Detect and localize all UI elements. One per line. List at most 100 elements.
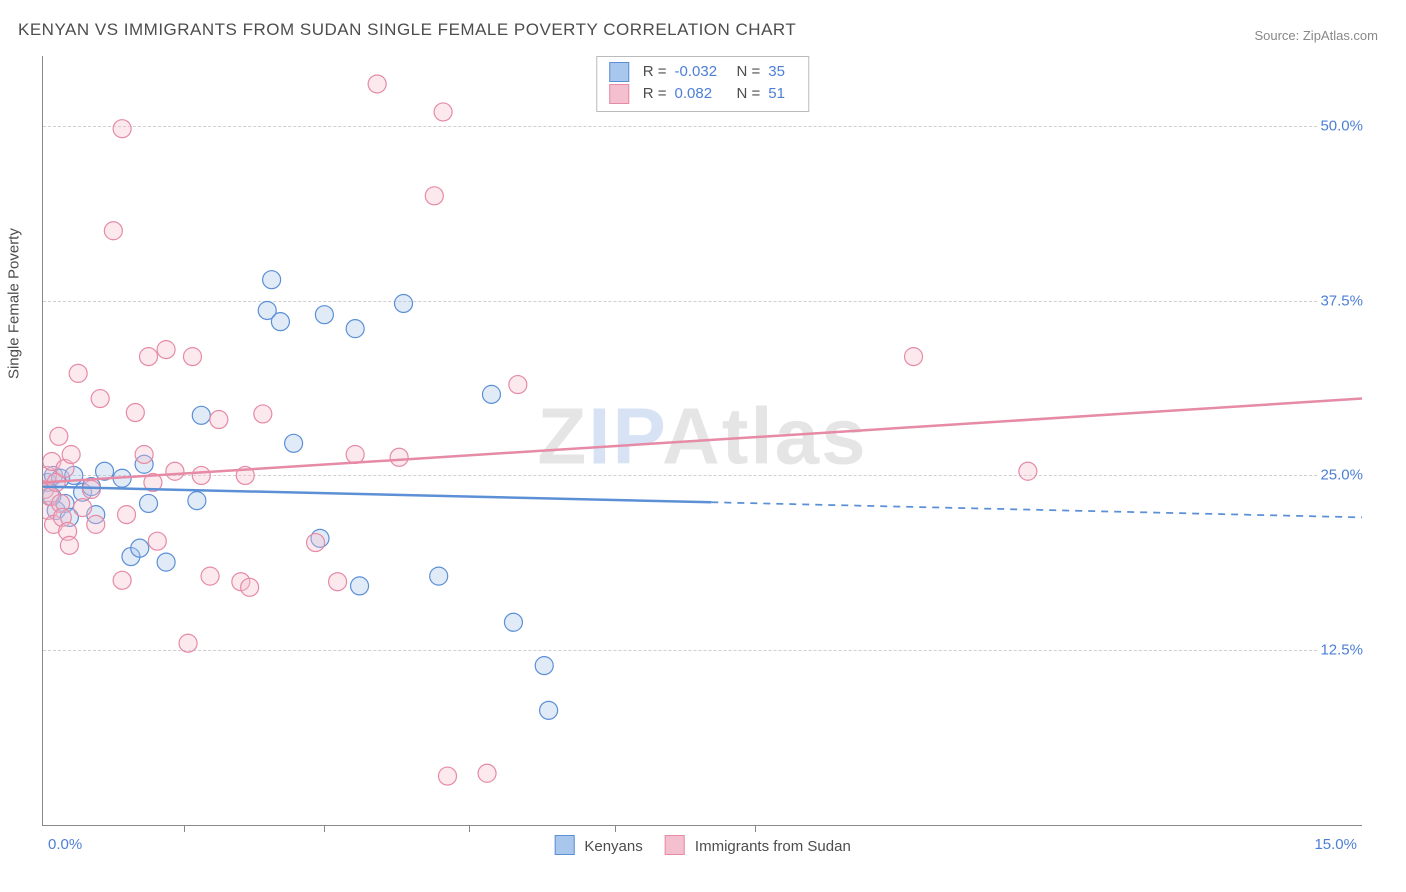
y-tick-label: 50.0% (1318, 117, 1365, 134)
legend-r-label: R = (643, 83, 667, 105)
legend-r-value: 0.082 (675, 83, 729, 105)
data-point (60, 536, 78, 554)
y-tick-label: 25.0% (1318, 467, 1365, 484)
data-point (96, 462, 114, 480)
data-point (52, 494, 70, 512)
trend-line (43, 399, 1362, 483)
data-point (82, 478, 100, 496)
legend-swatch-pink (665, 835, 685, 855)
gridline (43, 126, 1362, 127)
legend-swatch-blue (609, 62, 629, 82)
y-tick-label: 37.5% (1318, 292, 1365, 309)
data-point (285, 434, 303, 452)
watermark-part: Z (537, 391, 588, 480)
legend-row: R = -0.032 N = 35 (609, 61, 797, 83)
data-point (188, 492, 206, 510)
gridline (43, 475, 1362, 476)
legend-n-value: 51 (768, 83, 796, 105)
data-point (438, 767, 456, 785)
legend-row: R = 0.082 N = 51 (609, 83, 797, 105)
data-point (87, 506, 105, 524)
data-point (43, 487, 61, 505)
data-point (346, 320, 364, 338)
data-point (118, 506, 136, 524)
watermark-part: Atlas (662, 391, 868, 480)
data-point (329, 573, 347, 591)
data-point (905, 348, 923, 366)
source-prefix: Source: (1254, 28, 1302, 43)
data-point (232, 573, 250, 591)
chart-source: Source: ZipAtlas.com (1254, 28, 1378, 43)
data-point (87, 515, 105, 533)
data-point (74, 483, 92, 501)
data-point (47, 501, 65, 519)
data-point (192, 406, 210, 424)
data-point (254, 405, 272, 423)
data-point (62, 445, 80, 463)
data-point (478, 764, 496, 782)
data-point (346, 445, 364, 463)
x-tick (324, 825, 325, 832)
plot-svg (43, 56, 1362, 825)
data-point (82, 480, 100, 498)
y-axis-label: Single Female Poverty (6, 228, 23, 379)
data-point (183, 348, 201, 366)
data-point (311, 529, 329, 547)
data-point (166, 462, 184, 480)
data-point (50, 427, 68, 445)
x-axis-origin-label: 0.0% (48, 836, 82, 853)
data-point (535, 657, 553, 675)
data-point (430, 567, 448, 585)
data-point (69, 364, 87, 382)
plot-area: ZIPAtlas R = -0.032 N = 35 R = 0.082 N =… (42, 56, 1362, 826)
legend-r-value: -0.032 (675, 61, 729, 83)
data-point (74, 499, 92, 517)
data-point (140, 348, 158, 366)
x-axis-end-label: 15.0% (1314, 836, 1357, 853)
data-point (126, 404, 144, 422)
correlation-legend: R = -0.032 N = 35 R = 0.082 N = 51 (596, 56, 810, 112)
data-point (131, 539, 149, 557)
data-point (53, 508, 71, 526)
data-point (135, 445, 153, 463)
watermark-part: IP (588, 391, 662, 480)
trend-line (43, 487, 711, 503)
legend-r-label: R = (643, 61, 667, 83)
data-point (201, 567, 219, 585)
data-point (241, 578, 259, 596)
chart-container: KENYAN VS IMMIGRANTS FROM SUDAN SINGLE F… (0, 0, 1406, 892)
data-point (113, 571, 131, 589)
data-point (135, 455, 153, 473)
data-point (59, 522, 77, 540)
data-point (540, 701, 558, 719)
data-point (368, 75, 386, 93)
source-link[interactable]: ZipAtlas.com (1303, 28, 1378, 43)
data-point (258, 301, 276, 319)
data-point (56, 494, 74, 512)
chart-title: KENYAN VS IMMIGRANTS FROM SUDAN SINGLE F… (18, 20, 796, 40)
data-point (157, 341, 175, 359)
data-point (122, 548, 140, 566)
data-point (113, 120, 131, 138)
x-tick (184, 825, 185, 832)
data-point (91, 390, 109, 408)
data-point (157, 553, 175, 571)
legend-swatch-blue (554, 835, 574, 855)
x-tick (755, 825, 756, 832)
data-point (425, 187, 443, 205)
data-point (43, 452, 61, 470)
data-point (43, 501, 57, 519)
gridline (43, 301, 1362, 302)
data-point (504, 613, 522, 631)
legend-n-label: N = (737, 83, 761, 105)
data-point (482, 385, 500, 403)
data-point (45, 515, 63, 533)
data-point (43, 487, 59, 505)
x-tick (615, 825, 616, 832)
data-point (52, 469, 70, 487)
data-point (43, 480, 54, 498)
data-point (263, 271, 281, 289)
legend-item: Kenyans (554, 835, 643, 855)
data-point (210, 411, 228, 429)
data-point (1019, 462, 1037, 480)
